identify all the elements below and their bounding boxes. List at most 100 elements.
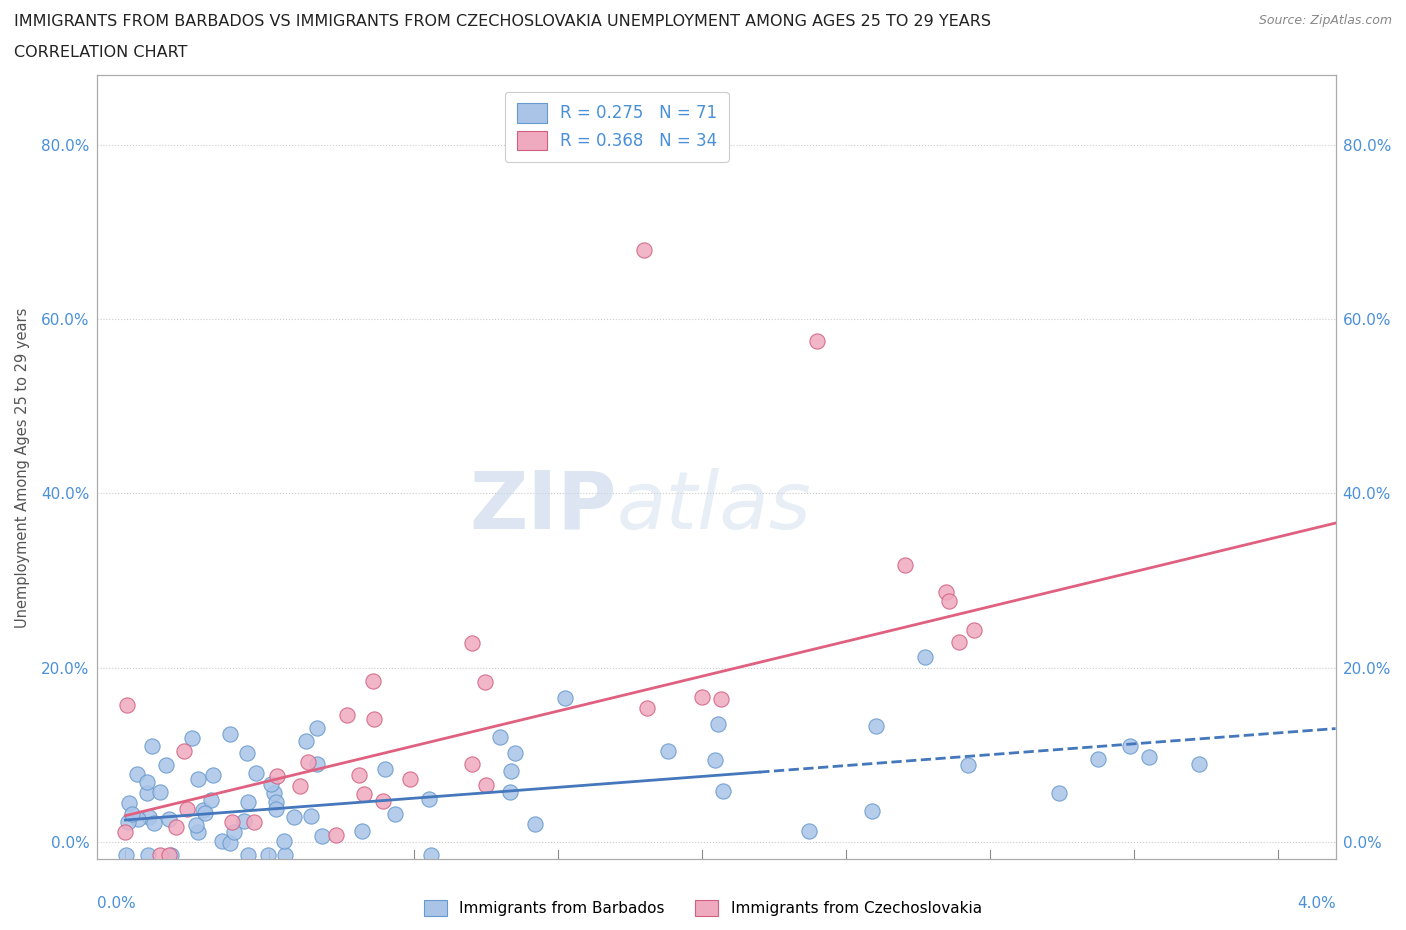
Point [193, 803, 215, 817]
Point [149, 847, 172, 862]
Point [711, 783, 734, 798]
Point [347, 768, 370, 783]
Point [893, 557, 915, 572]
Point [914, 650, 936, 665]
Point [186, 817, 208, 832]
Point [325, 828, 347, 843]
Point [266, 769, 288, 784]
Point [283, 809, 305, 824]
Point [245, 766, 267, 781]
Point [690, 690, 713, 705]
Point [1047, 785, 1070, 800]
Point [136, 786, 159, 801]
Point [187, 772, 209, 787]
Point [352, 824, 374, 839]
Point [489, 729, 512, 744]
Point [127, 812, 149, 827]
Text: ZIP: ZIP [470, 468, 617, 546]
Point [305, 756, 328, 771]
Point [474, 674, 496, 689]
Point [1119, 738, 1142, 753]
Point [865, 718, 887, 733]
Point [503, 746, 526, 761]
Point [1188, 757, 1211, 772]
Point [155, 757, 177, 772]
Point [938, 593, 960, 608]
Point [173, 744, 195, 759]
Point [125, 766, 148, 781]
Y-axis label: Unemployment Among Ages 25 to 29 years: Unemployment Among Ages 25 to 29 years [15, 307, 30, 628]
Point [299, 809, 322, 824]
Point [232, 814, 254, 829]
Text: IMMIGRANTS FROM BARBADOS VS IMMIGRANTS FROM CZECHOSLOVAKIA UNEMPLOYMENT AMONG AG: IMMIGRANTS FROM BARBADOS VS IMMIGRANTS F… [14, 14, 991, 29]
Point [273, 833, 295, 848]
Point [499, 764, 522, 778]
Point [238, 847, 260, 862]
Text: Source: ZipAtlas.com: Source: ZipAtlas.com [1258, 14, 1392, 27]
Point [633, 242, 655, 257]
Point [264, 795, 287, 810]
Point [218, 835, 240, 850]
Point [353, 787, 375, 802]
Point [114, 825, 136, 840]
Point [260, 776, 283, 790]
Point [138, 809, 160, 824]
Legend: R = 0.275   N = 71, R = 0.368   N = 34: R = 0.275 N = 71, R = 0.368 N = 34 [505, 92, 728, 162]
Point [201, 767, 224, 782]
Point [159, 847, 181, 862]
Point [117, 796, 139, 811]
Point [806, 334, 828, 349]
Legend: Immigrants from Barbados, Immigrants from Czechoslovakia: Immigrants from Barbados, Immigrants fro… [418, 894, 988, 923]
Point [194, 805, 217, 820]
Point [399, 771, 422, 786]
Point [141, 738, 163, 753]
Point [181, 731, 204, 746]
Point [963, 623, 986, 638]
Point [236, 794, 259, 809]
Point [176, 802, 198, 817]
Point [211, 834, 233, 849]
Point [636, 700, 658, 715]
Point [554, 691, 576, 706]
Point [704, 752, 727, 767]
Point [797, 823, 820, 838]
Point [117, 814, 139, 829]
Point [157, 812, 180, 827]
Point [384, 806, 406, 821]
Point [948, 634, 970, 649]
Point [860, 804, 883, 818]
Point [499, 784, 522, 799]
Point [264, 802, 287, 817]
Point [1137, 749, 1160, 764]
Point [363, 711, 385, 726]
Point [461, 757, 484, 772]
Point [219, 726, 242, 741]
Point [149, 785, 172, 800]
Point [957, 758, 980, 773]
Point [273, 847, 295, 862]
Point [200, 792, 222, 807]
Point [242, 815, 264, 830]
Point [222, 824, 245, 839]
Text: atlas: atlas [617, 468, 811, 546]
Text: CORRELATION CHART: CORRELATION CHART [14, 45, 187, 60]
Point [288, 778, 311, 793]
Point [336, 708, 359, 723]
Point [475, 777, 498, 792]
Text: 0.0%: 0.0% [97, 897, 135, 911]
Point [297, 754, 319, 769]
Point [187, 825, 209, 840]
Point [1087, 752, 1109, 767]
Point [136, 847, 159, 862]
Point [257, 847, 280, 862]
Point [361, 673, 384, 688]
Point [294, 734, 316, 749]
Point [420, 847, 443, 862]
Point [142, 816, 165, 830]
Point [221, 815, 243, 830]
Point [115, 847, 138, 862]
Point [935, 585, 957, 600]
Point [135, 775, 157, 790]
Point [305, 721, 328, 736]
Point [657, 744, 679, 759]
